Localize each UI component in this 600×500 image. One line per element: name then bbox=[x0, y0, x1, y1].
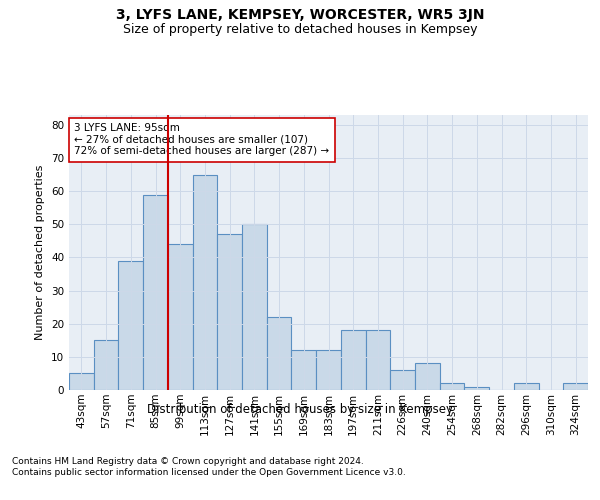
Bar bbox=[341, 330, 365, 390]
Bar bbox=[415, 364, 440, 390]
Bar bbox=[390, 370, 415, 390]
Bar bbox=[118, 261, 143, 390]
Bar bbox=[440, 384, 464, 390]
Bar bbox=[168, 244, 193, 390]
Bar bbox=[514, 384, 539, 390]
Text: Distribution of detached houses by size in Kempsey: Distribution of detached houses by size … bbox=[147, 402, 453, 415]
Text: 3 LYFS LANE: 95sqm
← 27% of detached houses are smaller (107)
72% of semi-detach: 3 LYFS LANE: 95sqm ← 27% of detached hou… bbox=[74, 123, 329, 156]
Bar bbox=[316, 350, 341, 390]
Bar bbox=[292, 350, 316, 390]
Bar bbox=[242, 224, 267, 390]
Bar bbox=[217, 234, 242, 390]
Bar bbox=[193, 174, 217, 390]
Text: 3, LYFS LANE, KEMPSEY, WORCESTER, WR5 3JN: 3, LYFS LANE, KEMPSEY, WORCESTER, WR5 3J… bbox=[116, 8, 484, 22]
Bar bbox=[464, 386, 489, 390]
Text: Size of property relative to detached houses in Kempsey: Size of property relative to detached ho… bbox=[123, 22, 477, 36]
Y-axis label: Number of detached properties: Number of detached properties bbox=[35, 165, 46, 340]
Bar bbox=[94, 340, 118, 390]
Bar bbox=[365, 330, 390, 390]
Bar bbox=[69, 374, 94, 390]
Bar bbox=[143, 194, 168, 390]
Bar bbox=[563, 384, 588, 390]
Bar bbox=[267, 317, 292, 390]
Text: Contains HM Land Registry data © Crown copyright and database right 2024.
Contai: Contains HM Land Registry data © Crown c… bbox=[12, 458, 406, 477]
